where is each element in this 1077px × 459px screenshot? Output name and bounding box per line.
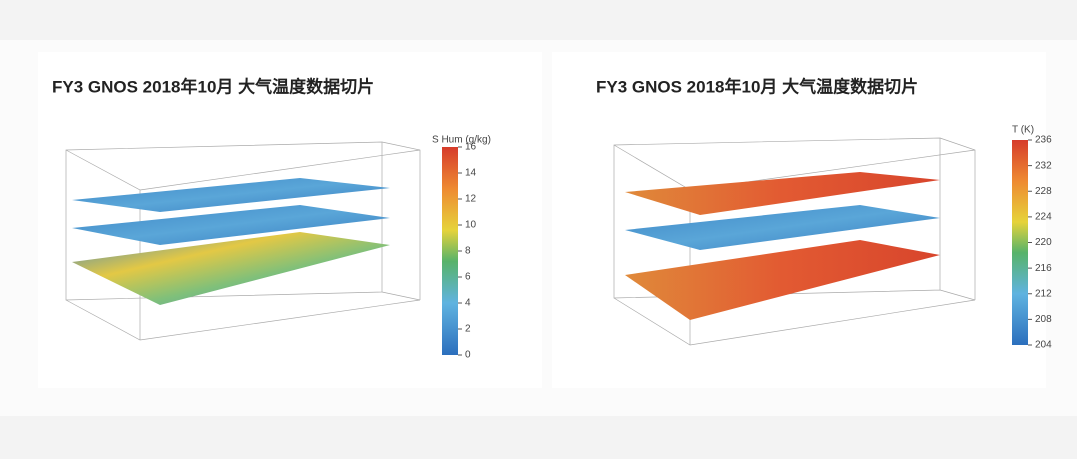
colorbar (442, 147, 458, 355)
colorbar-tick-label: 220 (1035, 237, 1052, 248)
colorbar-tick-label: 12 (465, 194, 477, 205)
colorbar-tick-label: 204 (1035, 340, 1052, 351)
slice (72, 178, 390, 212)
colorbar-tick-label: 4 (465, 298, 471, 309)
colorbar-tick-label: 208 (1035, 314, 1052, 325)
colorbar-tick-label: 8 (465, 246, 471, 257)
colorbar-tick-label: 10 (465, 220, 477, 231)
panel-title: FY3 GNOS 2018年10月 大气温度数据切片 (596, 76, 918, 96)
colorbar-tick-label: 212 (1035, 288, 1052, 299)
colorbar-tick-label: 16 (465, 142, 477, 153)
colorbar-tick-label: 6 (465, 272, 471, 283)
colorbar-tick-label: 14 (465, 168, 477, 179)
panel: FY3 GNOS 2018年10月 大气温度数据切片 T (K) 204 208 2… (552, 52, 1052, 388)
slice (72, 205, 390, 245)
colorbar-tick-label: 232 (1035, 160, 1052, 171)
slice (625, 172, 940, 215)
slice (625, 240, 940, 320)
colorbar-tick-label: 0 (465, 350, 471, 361)
colorbar-tick-label: 228 (1035, 186, 1052, 197)
colorbar-tick-label: 224 (1035, 212, 1052, 223)
wireframe (65, 141, 421, 341)
colorbar-tick-label: 236 (1035, 135, 1052, 146)
colorbar-tick-label: 216 (1035, 263, 1052, 274)
panel: FY3 GNOS 2018年10月 大气温度数据切片 S Hum (g/kg) … (38, 52, 542, 388)
colorbar-label: T (K) (1012, 125, 1034, 136)
panel-title: FY3 GNOS 2018年10月 大气温度数据切片 (52, 76, 374, 96)
colorbar (1012, 140, 1028, 345)
colorbar-tick-label: 2 (465, 324, 471, 335)
slice (625, 205, 940, 250)
slice (72, 232, 390, 305)
colorbar-label: S Hum (g/kg) (432, 135, 491, 146)
